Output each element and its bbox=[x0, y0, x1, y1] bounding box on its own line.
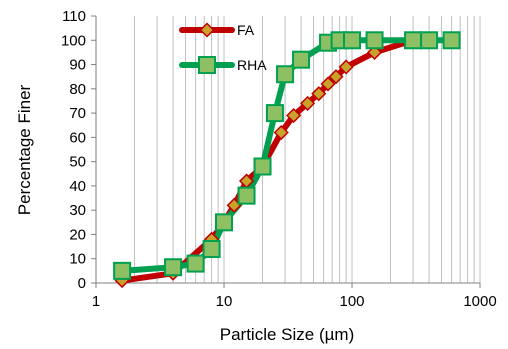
data-point-rha bbox=[202, 240, 221, 259]
data-point-rha bbox=[186, 254, 205, 273]
data-point-rha bbox=[365, 31, 384, 50]
data-point-rha bbox=[292, 50, 311, 69]
data-point-rha bbox=[164, 258, 183, 277]
data-point-fa bbox=[320, 76, 336, 92]
data-point-fa bbox=[273, 124, 289, 141]
axes bbox=[91, 15, 481, 288]
y-tick-label: 60 bbox=[69, 129, 86, 146]
legend: FA RHA bbox=[179, 22, 267, 74]
data-point-rha bbox=[276, 65, 295, 84]
data-point-fa bbox=[338, 59, 354, 75]
data-point-rha bbox=[265, 104, 284, 123]
y-tick-label: 70 bbox=[69, 105, 86, 122]
plot-area bbox=[113, 31, 461, 289]
data-point-rha bbox=[404, 31, 423, 50]
data-point-rha bbox=[442, 31, 461, 50]
x-axis-title: Particle Size (µm) bbox=[220, 325, 354, 344]
legend-label-rha: RHA bbox=[237, 57, 267, 73]
data-point-fa bbox=[286, 107, 302, 124]
legend-marker-rha bbox=[198, 56, 216, 74]
y-tick-label: 40 bbox=[69, 178, 86, 195]
y-tick-label: 20 bbox=[69, 226, 86, 243]
x-tick-label: 100 bbox=[339, 293, 364, 310]
x-tick-label: 1 bbox=[92, 293, 100, 310]
y-tick-label: 10 bbox=[69, 251, 86, 268]
data-point-rha bbox=[420, 31, 439, 50]
y-tick-label: 50 bbox=[69, 154, 86, 171]
y-tick-label: 100 bbox=[61, 32, 86, 49]
data-point-fa bbox=[300, 95, 316, 111]
data-point-fa bbox=[328, 69, 344, 85]
data-point-fa bbox=[311, 86, 327, 102]
legend-label-fa: FA bbox=[237, 22, 255, 38]
y-tick-label: 80 bbox=[69, 81, 86, 98]
y-tick-label: 30 bbox=[69, 202, 86, 219]
data-point-rha bbox=[343, 31, 361, 50]
y-tick-label: 90 bbox=[69, 57, 86, 74]
data-point-rha bbox=[253, 157, 272, 176]
x-tick-label: 10 bbox=[216, 293, 233, 310]
data-point-rha bbox=[113, 261, 132, 280]
y-axis-title: Percentage Finer bbox=[15, 84, 34, 215]
y-tick-label: 0 bbox=[78, 275, 86, 292]
legend-marker-fa bbox=[199, 22, 215, 38]
data-point-rha bbox=[237, 186, 256, 205]
data-point-rha bbox=[215, 213, 233, 232]
y-tick-label: 110 bbox=[62, 8, 86, 25]
x-tick-label: 1000 bbox=[463, 293, 496, 310]
